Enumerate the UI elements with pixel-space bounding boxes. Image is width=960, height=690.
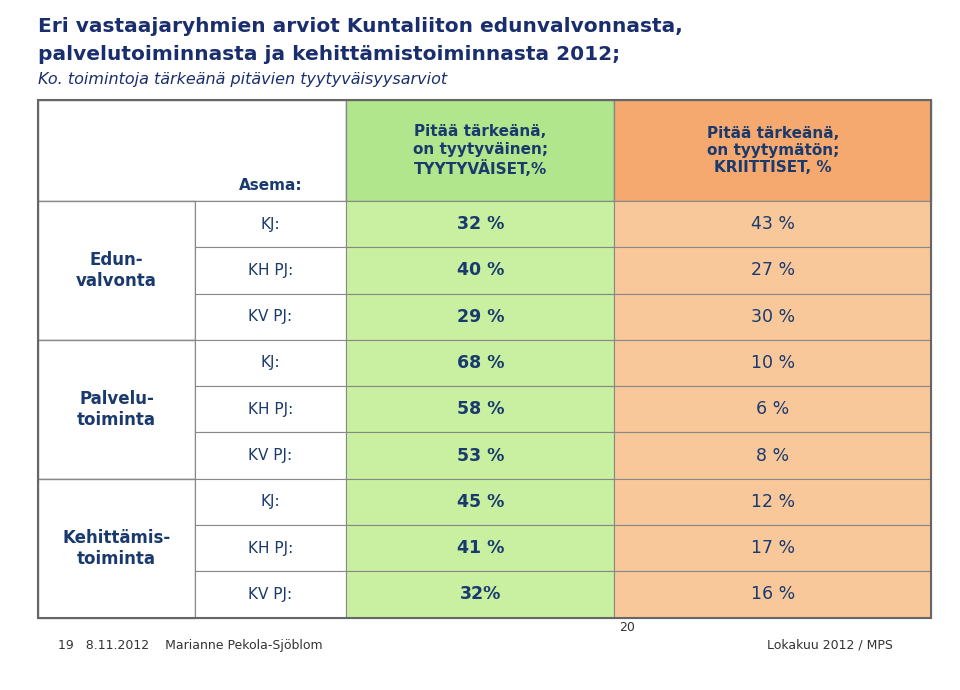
Text: 53 %: 53 %: [457, 446, 504, 464]
Text: Asema:: Asema:: [239, 178, 302, 193]
Text: 19   8.11.2012    Marianne Pekola-Sjöblom: 19 8.11.2012 Marianne Pekola-Sjöblom: [58, 639, 323, 651]
Text: KJ:: KJ:: [261, 494, 280, 509]
Text: Palvelu-
toiminta: Palvelu- toiminta: [77, 390, 156, 428]
Text: Pitää tärkeänä,
on tyytymätön;
KRIITTISET, %: Pitää tärkeänä, on tyytymätön; KRIITTISE…: [707, 126, 839, 175]
Text: 41 %: 41 %: [457, 539, 504, 557]
Text: 58 %: 58 %: [457, 400, 504, 418]
Text: 17 %: 17 %: [751, 539, 795, 557]
Text: KV PJ:: KV PJ:: [249, 448, 293, 463]
Text: Edun-
valvonta: Edun- valvonta: [76, 251, 156, 290]
Text: KH PJ:: KH PJ:: [248, 402, 293, 417]
Text: 29 %: 29 %: [457, 308, 504, 326]
Text: 6 %: 6 %: [756, 400, 789, 418]
Text: KJ:: KJ:: [261, 355, 280, 371]
Text: 12 %: 12 %: [751, 493, 795, 511]
Text: 10 %: 10 %: [751, 354, 795, 372]
Text: Lokakuu 2012 / MPS: Lokakuu 2012 / MPS: [767, 639, 893, 651]
Text: 32%: 32%: [460, 585, 501, 604]
Text: KH PJ:: KH PJ:: [248, 263, 293, 278]
Text: Eri vastaajaryhmien arviot Kuntaliiton edunvalvonnasta,: Eri vastaajaryhmien arviot Kuntaliiton e…: [38, 17, 684, 37]
Text: Ko. toimintoja tärkeänä pitävien tyytyväisyysarviot: Ko. toimintoja tärkeänä pitävien tyytyvä…: [38, 72, 447, 88]
Text: 43 %: 43 %: [751, 215, 795, 233]
Text: 27 %: 27 %: [751, 262, 795, 279]
Text: KV PJ:: KV PJ:: [249, 309, 293, 324]
Text: 30 %: 30 %: [751, 308, 795, 326]
Text: 68 %: 68 %: [457, 354, 504, 372]
Text: KV PJ:: KV PJ:: [249, 587, 293, 602]
Text: 16 %: 16 %: [751, 585, 795, 604]
Text: Kehittämis-
toiminta: Kehittämis- toiminta: [62, 529, 171, 567]
Text: 8 %: 8 %: [756, 446, 789, 464]
Text: 40 %: 40 %: [457, 262, 504, 279]
Text: Pitää tärkeänä,
on tyytyväinen;
TYYTYVÄISET,%: Pitää tärkeänä, on tyytyväinen; TYYTYVÄI…: [413, 124, 548, 177]
Text: 32 %: 32 %: [457, 215, 504, 233]
Text: KJ:: KJ:: [261, 217, 280, 232]
Text: 45 %: 45 %: [457, 493, 504, 511]
Text: palvelutoiminnasta ja kehittämistoiminnasta 2012;: palvelutoiminnasta ja kehittämistoiminna…: [38, 45, 620, 64]
Text: 20: 20: [619, 621, 635, 634]
Text: KH PJ:: KH PJ:: [248, 541, 293, 555]
